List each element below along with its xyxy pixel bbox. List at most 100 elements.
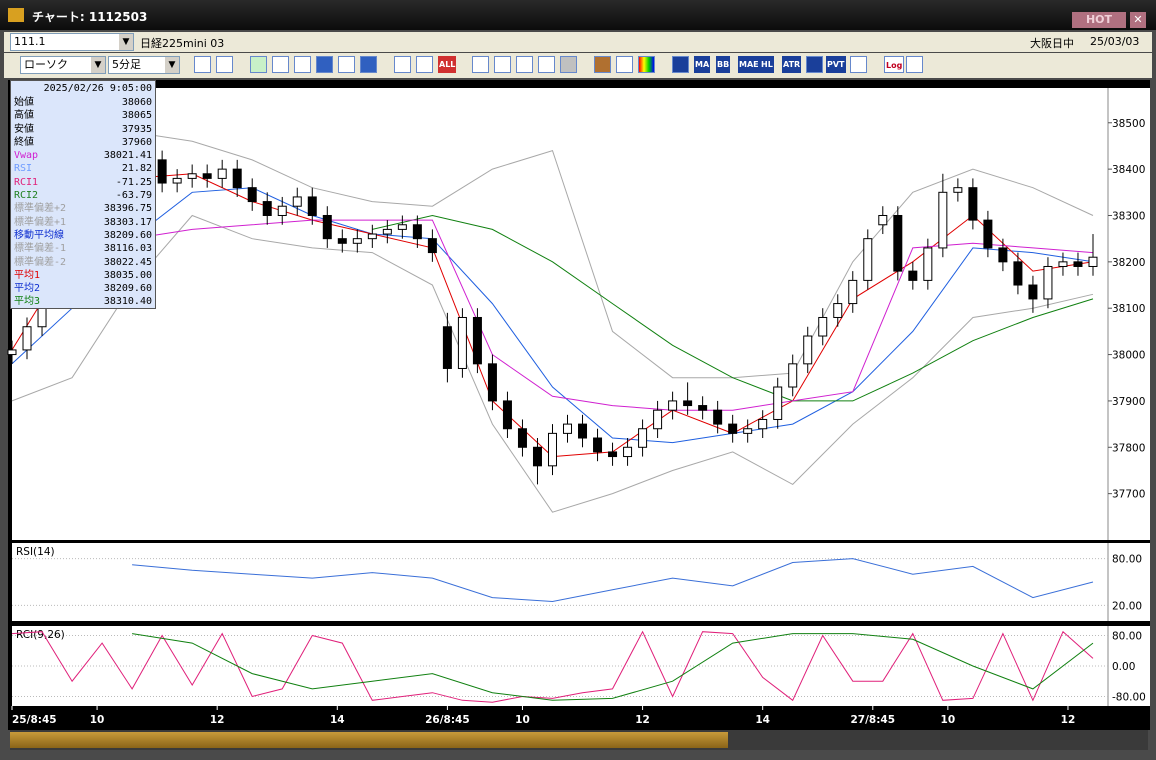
candle-body	[623, 446, 633, 458]
tool-icon[interactable]	[472, 56, 489, 73]
tool-icon[interactable]	[638, 56, 655, 73]
candle-body	[578, 423, 588, 439]
info-label: 始値	[14, 97, 34, 108]
tool-icon[interactable]	[494, 56, 511, 73]
interval-select[interactable]: 5分足	[108, 56, 180, 74]
candle-body	[923, 247, 933, 281]
tool-icon[interactable]	[672, 56, 689, 73]
tool-icon[interactable]	[516, 56, 533, 73]
tool-icon[interactable]	[216, 56, 233, 73]
candle-body	[157, 159, 167, 184]
tool-icon[interactable]	[272, 56, 289, 73]
tool-icon[interactable]	[394, 56, 411, 73]
indicator-line	[11, 630, 1094, 703]
close-button[interactable]: ✕	[1130, 12, 1146, 28]
tool-icon[interactable]	[416, 56, 433, 73]
info-label: 終値	[14, 136, 34, 148]
info-label: 平均2	[14, 283, 41, 295]
info-row: 始値 38060	[14, 96, 152, 109]
tool-icon[interactable]	[250, 56, 267, 73]
tool-icon[interactable]	[806, 56, 823, 73]
candle-body	[593, 437, 603, 453]
candle-body	[307, 196, 317, 216]
candle-body	[217, 168, 227, 179]
candle-body	[1058, 261, 1068, 267]
toolbar-button[interactable]: MA	[694, 56, 711, 73]
info-label: 標準偏差-2	[14, 256, 67, 268]
code-field[interactable]: 111.1	[10, 33, 134, 51]
panel-title: RCI(9,26)	[16, 629, 65, 641]
candle-body	[472, 316, 482, 365]
info-label: RCI1	[14, 176, 39, 188]
toolbar-button[interactable]: PVT	[826, 56, 846, 73]
indicator-line	[11, 187, 1094, 444]
y-tick-label: 0.00	[1112, 661, 1135, 673]
toolbar-button[interactable]: BB	[716, 56, 731, 73]
candle-body	[803, 335, 813, 365]
y-tick-label: 37700	[1112, 489, 1145, 501]
toolbar-button[interactable]: ATR	[782, 56, 802, 73]
info-value: 38065	[121, 110, 152, 122]
y-tick-label: 38200	[1112, 257, 1145, 269]
candle-body	[487, 363, 497, 402]
tool-icon[interactable]	[616, 56, 633, 73]
scroll-thumb[interactable]	[10, 732, 728, 748]
tool-icon[interactable]	[338, 56, 355, 73]
info-value: 38022.45	[103, 256, 152, 268]
x-tick-label: 27/8:45	[850, 714, 895, 726]
info-row: 標準偏差-1 38116.03	[14, 242, 152, 255]
hot-button[interactable]: HOT	[1072, 12, 1126, 28]
candle-body	[938, 191, 948, 249]
scrollbar[interactable]	[10, 730, 1148, 750]
info-row: 平均1 38035.00	[14, 269, 152, 282]
info-value: -63.79	[115, 190, 152, 202]
candle-body	[322, 214, 332, 240]
panel	[12, 543, 1150, 621]
tool-icon[interactable]	[194, 56, 211, 73]
info-label: RCI2	[14, 190, 39, 202]
y-tick-label: 37800	[1112, 442, 1145, 454]
candle-body	[983, 219, 993, 249]
tool-icon[interactable]	[316, 56, 333, 73]
dropdown-arrow[interactable]: ▼	[119, 34, 133, 50]
tool-icon[interactable]	[294, 56, 311, 73]
toolbar-button[interactable]: MAE	[738, 56, 760, 73]
info-row: 移動平均線 38209.60	[14, 229, 152, 242]
tool-icon[interactable]	[594, 56, 611, 73]
toolbar-button[interactable]: HL	[760, 56, 774, 73]
tool-icon[interactable]	[560, 56, 577, 73]
y-tick-label: 38500	[1112, 118, 1145, 130]
tool-icon[interactable]	[538, 56, 555, 73]
toolbar-button[interactable]: ALL	[438, 56, 457, 73]
info-label: 標準偏差+1	[14, 216, 67, 228]
app-icon	[8, 8, 24, 22]
tool-icon[interactable]	[906, 56, 923, 73]
candle-body	[833, 303, 843, 318]
y-tick-label: 37900	[1112, 396, 1145, 408]
candle-body	[397, 224, 407, 230]
tool-icon[interactable]	[360, 56, 377, 73]
candle-body	[953, 187, 963, 193]
tool-icon[interactable]	[850, 56, 867, 73]
info-value: 38310.40	[103, 296, 152, 308]
toolbar-button[interactable]: Log	[884, 56, 905, 73]
candle-body	[638, 428, 648, 448]
y-tick-label: 38100	[1112, 303, 1145, 315]
candle-body	[848, 279, 858, 305]
candle-body	[1073, 261, 1083, 267]
x-tick-label: 14	[755, 714, 770, 726]
title-bar: チャート: 1112503 HOT ✕	[0, 0, 1156, 30]
candle-body	[22, 326, 32, 351]
dropdown-arrow[interactable]: ▼	[165, 57, 179, 73]
info-value: 38116.03	[103, 243, 152, 255]
info-row: 平均2 38209.60	[14, 282, 152, 295]
panel	[12, 626, 1150, 706]
candle-body	[743, 428, 753, 434]
info-value: 37960	[121, 136, 152, 148]
y-tick-label: 80.00	[1112, 631, 1142, 643]
chart-type-select[interactable]: ローソク	[20, 56, 106, 74]
candle-body	[292, 196, 302, 207]
dropdown-arrow[interactable]: ▼	[91, 57, 105, 73]
symbol-bar: 111.1 ▼ 日経225mini 03 大阪日中 25/03/03	[4, 32, 1152, 52]
x-tick-label: 14	[330, 714, 345, 726]
